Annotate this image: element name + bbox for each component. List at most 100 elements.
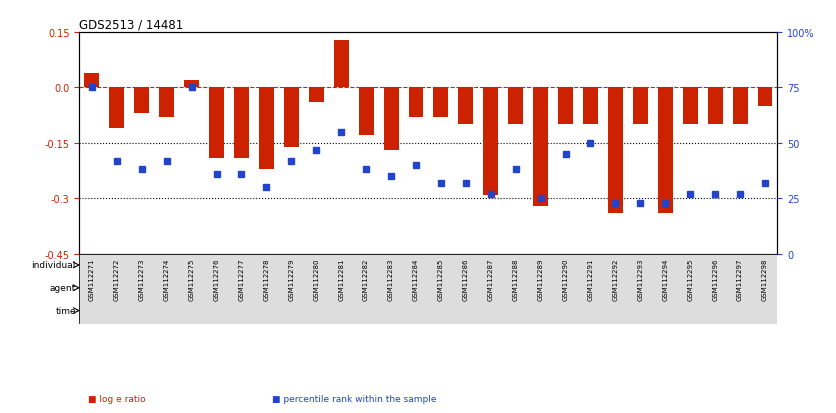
Bar [757,88,772,107]
Text: control: control [339,284,370,292]
Text: GSM112298: GSM112298 [762,258,768,300]
Bar [384,88,399,151]
Text: 0 d: 0 d [446,306,460,315]
Text: 5 d: 5 d [397,306,410,315]
Bar [528,300,578,322]
Bar [478,300,528,322]
Bar [558,88,573,125]
Text: donor MK11: donor MK11 [577,261,629,270]
Bar [254,277,329,299]
Bar [458,88,473,125]
Text: GSM112297: GSM112297 [737,258,743,300]
Text: GSM112289: GSM112289 [538,258,543,300]
Text: GDS2513 / 14481: GDS2513 / 14481 [79,19,184,32]
Bar [428,254,777,276]
Text: time: time [55,306,76,315]
Text: GSM112286: GSM112286 [463,258,469,300]
Text: GSM112276: GSM112276 [213,258,220,300]
Text: 5 d: 5 d [596,306,609,315]
Bar [508,88,523,125]
Text: GSM112279: GSM112279 [288,258,294,300]
Text: GSM112293: GSM112293 [637,258,644,300]
Text: GSM112287: GSM112287 [487,258,494,300]
Text: 1 d: 1 d [147,306,161,315]
Bar [130,277,254,299]
Text: 0 d: 0 d [98,306,111,315]
Bar [329,300,379,322]
Bar [79,254,428,276]
Text: thrombopoietin and nicotinamide: thrombopoietin and nicotinamide [593,284,738,292]
Bar [658,88,673,214]
Bar [79,300,130,322]
Bar [79,254,777,324]
Text: GSM112288: GSM112288 [512,258,518,300]
Bar [533,88,548,206]
Bar [135,88,149,114]
Bar [553,277,777,299]
Text: donor MK09: donor MK09 [227,261,280,270]
Text: agent: agent [49,284,76,292]
Text: individual: individual [32,261,76,270]
Bar [707,88,722,125]
Bar [234,88,249,158]
Text: GSM112271: GSM112271 [89,258,94,300]
Bar [409,88,424,118]
Text: GSM112285: GSM112285 [438,258,444,300]
Text: GSM112278: GSM112278 [263,258,269,300]
Text: GSM112294: GSM112294 [662,258,668,300]
Text: 3 d: 3 d [547,306,560,315]
Text: 3 d: 3 d [347,306,360,315]
Text: control: control [89,284,120,292]
Text: GSM112272: GSM112272 [114,258,120,300]
Bar [428,300,478,322]
Text: GSM112277: GSM112277 [238,258,244,300]
Text: 5 d: 5 d [247,306,261,315]
Bar [727,300,777,322]
Text: ■ log e ratio: ■ log e ratio [88,394,145,403]
Text: GSM112280: GSM112280 [314,258,319,300]
Bar [608,88,623,214]
Text: GSM112273: GSM112273 [139,258,145,300]
Bar [308,88,324,103]
Text: 1 d: 1 d [646,306,660,315]
Bar [229,300,279,322]
Bar [483,88,498,195]
Bar [359,88,374,136]
Bar [259,88,274,169]
Text: 5 d: 5 d [746,306,759,315]
Bar [130,300,179,322]
Bar [433,88,448,118]
Text: 3 d: 3 d [197,306,211,315]
Bar [628,300,678,322]
Bar [732,88,747,125]
Bar [379,300,428,322]
Text: GSM112274: GSM112274 [164,258,170,300]
Text: thrombopoietin: thrombopoietin [158,284,226,292]
Text: GSM112291: GSM112291 [588,258,594,300]
Bar [110,88,125,129]
Text: 1 d: 1 d [297,306,310,315]
Bar [84,74,99,88]
Bar [79,277,130,299]
Bar [578,300,628,322]
Bar [159,88,174,118]
Bar [683,88,698,125]
Text: GSM112292: GSM112292 [613,258,619,300]
Bar [329,277,379,299]
Bar [633,88,648,125]
Bar [334,40,349,88]
Text: GSM112283: GSM112283 [388,258,394,300]
Bar [209,88,224,158]
Bar [583,88,598,125]
Text: 1 d: 1 d [497,306,510,315]
Text: GSM112282: GSM112282 [363,258,370,300]
Bar [284,88,298,147]
Bar [184,81,199,88]
Text: GSM112284: GSM112284 [413,258,419,300]
Text: GSM112290: GSM112290 [563,258,568,300]
Text: ■ percentile rank within the sample: ■ percentile rank within the sample [272,394,436,403]
Bar [179,300,229,322]
Text: 3 d: 3 d [696,306,710,315]
Text: GSM112296: GSM112296 [712,258,718,300]
Text: GSM112281: GSM112281 [339,258,344,300]
